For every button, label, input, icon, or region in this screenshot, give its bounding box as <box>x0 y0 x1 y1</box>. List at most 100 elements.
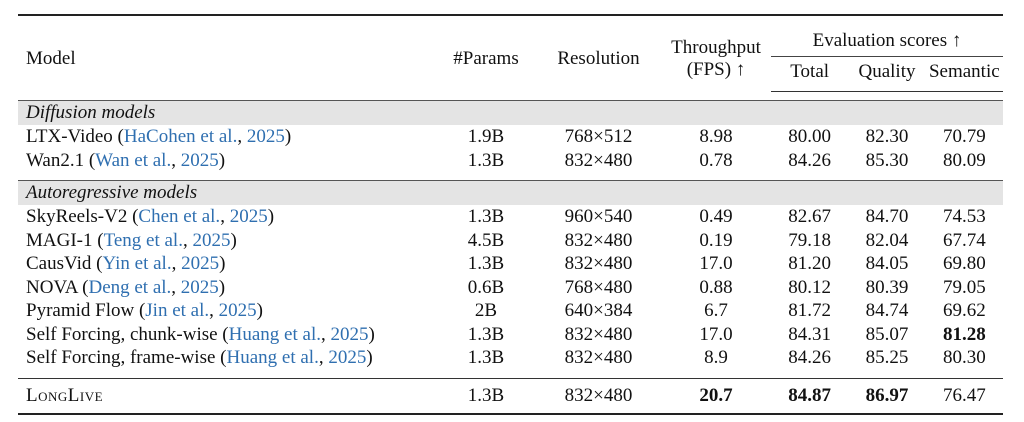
group-spacer <box>18 172 1003 181</box>
citation-close: ) <box>366 347 373 369</box>
model-name: Wan2.1 ( <box>26 149 96 171</box>
comparison-table: Model #Params Resolution Throughput (FPS… <box>18 14 1003 415</box>
resolution-cell: 832×480 <box>564 253 633 275</box>
params-cell: 0.6B <box>467 276 505 298</box>
params-cell: 2B <box>474 300 498 322</box>
semantic-cell: 79.05 <box>942 276 986 298</box>
total-cell: 81.72 <box>788 300 832 322</box>
model-name-cell: Self Forcing, frame-wise (Huang et al., … <box>18 346 436 370</box>
semantic-cell: 70.79 <box>942 126 986 148</box>
header-semantic: Semantic <box>925 56 1003 92</box>
params-cell: 1.3B <box>467 149 505 171</box>
quality-cell: 82.30 <box>865 126 909 148</box>
fps-cell: 8.9 <box>704 347 728 369</box>
total-cell: 79.18 <box>788 229 832 251</box>
params-cell: 1.3B <box>467 206 505 228</box>
header-params: #Params <box>436 14 536 92</box>
table-row: SkyReels-V2 (Chen et al., 2025) 1.3B 960… <box>18 205 1003 229</box>
total-cell: 80.00 <box>788 126 832 148</box>
citation-author-link[interactable]: Deng et al. <box>88 276 172 298</box>
model-name-cell: Pyramid Flow (Jin et al., 2025) <box>18 299 436 323</box>
quality-cell: 82.04 <box>865 229 909 251</box>
quality-cell: 84.74 <box>865 300 909 322</box>
total-cell: 80.12 <box>788 276 832 298</box>
model-name: MAGI-1 ( <box>26 229 104 251</box>
citation-close: ) <box>218 149 226 171</box>
fps-cell: 8.98 <box>699 126 733 148</box>
header-quality: Quality <box>848 56 926 92</box>
header-resolution: Resolution <box>536 14 661 92</box>
citation-close: ) <box>256 300 263 322</box>
total-cell-best: 84.87 <box>771 377 849 415</box>
citation-author-link[interactable]: HaCohen et al. <box>123 126 238 148</box>
params-cell: 4.5B <box>467 229 505 251</box>
params-cell: 1.9B <box>467 126 505 148</box>
table-row: Self Forcing, chunk-wise (Huang et al., … <box>18 323 1003 347</box>
group-spacer <box>18 92 1003 101</box>
semantic-cell: 76.47 <box>925 377 1003 415</box>
semantic-cell-best: 81.28 <box>942 323 986 345</box>
citation-author-link[interactable]: Wan et al. <box>95 149 172 171</box>
citation-year-link[interactable]: 2025 <box>229 206 268 228</box>
citation-separator: , <box>171 149 181 171</box>
citation-author-link[interactable]: Teng et al. <box>103 229 183 251</box>
header-throughput: Throughput (FPS) ↑ <box>661 14 771 92</box>
citation-author-link[interactable]: Yin et al. <box>102 253 172 275</box>
total-cell: 84.26 <box>788 347 832 369</box>
group-label-row: Diffusion models <box>18 100 1003 125</box>
fps-cell: 17.0 <box>699 253 733 275</box>
citation-author-link[interactable]: Jin et al. <box>145 300 210 322</box>
model-name-cell: Wan2.1 (Wan et al., 2025) <box>18 149 436 173</box>
comparison-table-container: Model #Params Resolution Throughput (FPS… <box>18 14 1003 415</box>
model-name: Self Forcing, chunk-wise ( <box>26 323 229 345</box>
resolution-cell: 832×480 <box>564 229 633 251</box>
citation-close: ) <box>219 253 226 275</box>
citation-year-link[interactable]: 2025 <box>180 276 219 298</box>
citation-year-link[interactable]: 2025 <box>330 323 369 345</box>
table-row: MAGI-1 (Teng et al., 2025) 4.5B 832×480 … <box>18 229 1003 253</box>
table-row: Wan2.1 (Wan et al., 2025) 1.3B 832×480 0… <box>18 149 1003 173</box>
params-cell: 1.3B <box>467 347 505 369</box>
model-name: LTX-Video ( <box>26 126 124 148</box>
citation-separator: , <box>220 206 230 228</box>
fps-cell: 0.49 <box>699 206 733 228</box>
citation-year-link[interactable]: 2025 <box>328 347 367 369</box>
model-name-cell: NOVA (Deng et al., 2025) <box>18 276 436 300</box>
model-name: Self Forcing, frame-wise ( <box>26 347 227 369</box>
citation-separator: , <box>182 229 193 251</box>
table-row: NOVA (Deng et al., 2025) 0.6B 768×480 0.… <box>18 276 1003 300</box>
semantic-cell: 80.30 <box>942 347 986 369</box>
citation-author-link[interactable]: Huang et al. <box>226 347 319 369</box>
citation-year-link[interactable]: 2025 <box>246 126 285 148</box>
citation-separator: , <box>318 347 329 369</box>
citation-author-link[interactable]: Chen et al. <box>138 206 221 228</box>
model-name-cell: MAGI-1 (Teng et al., 2025) <box>18 229 436 253</box>
citation-separator: , <box>320 323 331 345</box>
table-row-ours: LongLive 1.3B 832×480 20.7 84.87 86.97 7… <box>18 377 1003 415</box>
params-cell: 1.3B <box>436 377 536 415</box>
resolution-cell: 768×512 <box>564 126 633 148</box>
model-name: CausVid ( <box>26 253 103 275</box>
model-name: Pyramid Flow ( <box>26 300 146 322</box>
citation-year-link[interactable]: 2025 <box>181 253 220 275</box>
table-row: LTX-Video (HaCohen et al., 2025) 1.9B 76… <box>18 125 1003 149</box>
header-eval-scores: Evaluation scores ↑ <box>771 14 1003 57</box>
citation-close: ) <box>284 126 292 148</box>
table-row: Pyramid Flow (Jin et al., 2025) 2B 640×3… <box>18 299 1003 323</box>
citation-author-link[interactable]: Huang et al. <box>228 323 321 345</box>
citation-separator: , <box>237 126 247 148</box>
total-cell: 81.20 <box>788 253 832 275</box>
citation-close: ) <box>218 276 226 298</box>
citation-year-link[interactable]: 2025 <box>192 229 231 251</box>
header-throughput-line2: (FPS) ↑ <box>686 58 746 80</box>
total-cell: 82.67 <box>788 206 832 228</box>
header-total: Total <box>771 56 849 92</box>
header-throughput-line1: Throughput <box>671 36 761 58</box>
model-name-cell: LTX-Video (HaCohen et al., 2025) <box>18 125 436 149</box>
model-name-cell: SkyReels-V2 (Chen et al., 2025) <box>18 205 436 229</box>
citation-year-link[interactable]: 2025 <box>218 300 257 322</box>
citation-year-link[interactable]: 2025 <box>180 149 219 171</box>
citation-close: ) <box>368 323 375 345</box>
semantic-cell: 69.62 <box>942 300 986 322</box>
semantic-cell: 80.09 <box>942 149 986 171</box>
